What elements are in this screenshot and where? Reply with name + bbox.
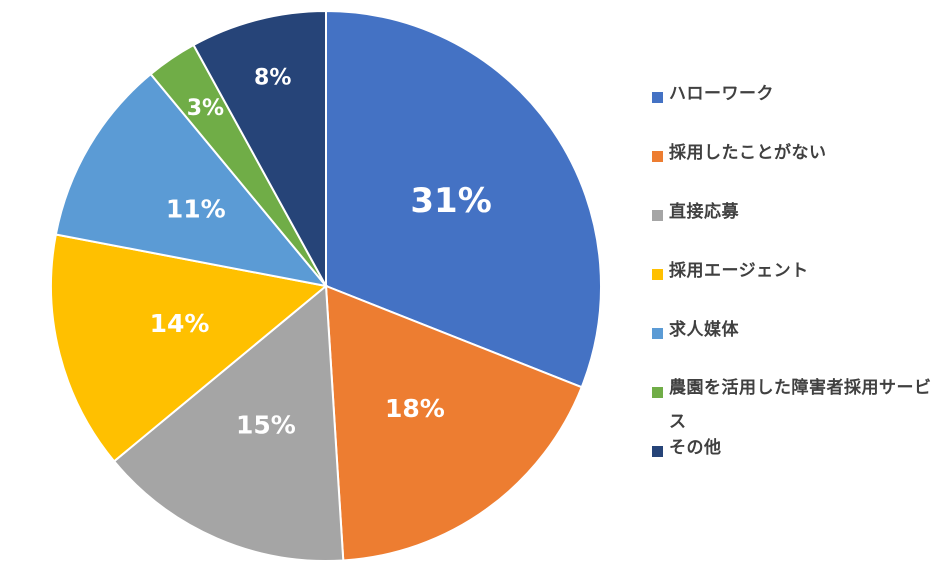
- legend-swatch: [652, 151, 663, 162]
- legend-item-6: その他: [652, 432, 937, 491]
- legend-item-0: ハローワーク: [652, 78, 937, 137]
- slice-label-1: 18%: [385, 394, 445, 423]
- legend-label: 採用エージェント: [669, 261, 809, 281]
- slice-label-4: 11%: [166, 195, 226, 224]
- legend-swatch: [652, 328, 663, 339]
- pie-slice-1: [324, 284, 583, 562]
- legend-item-3: 採用エージェント: [652, 255, 937, 314]
- pie-slice-4: [54, 72, 329, 288]
- legend-label: 採用したことがない: [669, 143, 827, 163]
- slice-label-3: 14%: [150, 309, 210, 338]
- pie-slice-2: [112, 283, 345, 562]
- slice-label-6: 8%: [254, 66, 291, 91]
- pie-slice-6: [192, 9, 327, 287]
- legend-label: 農園を活用した障害者採用サービス: [669, 378, 932, 432]
- slice-label-0: 31%: [410, 181, 491, 221]
- slice-label-5: 3%: [187, 96, 224, 121]
- pie-slice-0: [325, 9, 602, 389]
- legend-swatch: [652, 446, 663, 457]
- legend-label: 直接応募: [669, 202, 739, 222]
- legend-swatch: [652, 210, 663, 221]
- legend: ハローワーク採用したことがない 直接応募採用エージェント 求人媒体農園を活用した障害…: [652, 78, 937, 491]
- legend-swatch: [652, 92, 663, 103]
- pie-slice-3: [50, 233, 329, 463]
- legend-item-1: 採用したことがない: [652, 137, 937, 196]
- slice-label-2: 15%: [236, 410, 296, 439]
- legend-swatch: [652, 387, 663, 398]
- legend-label: ハローワーク: [669, 84, 774, 104]
- legend-item-5: 農園を活用した障害者採用サービス: [652, 373, 937, 432]
- legend-label: その他: [669, 438, 722, 458]
- legend-item-4: 求人媒体: [652, 314, 937, 373]
- legend-label: 求人媒体: [669, 320, 739, 340]
- legend-item-2: 直接応募: [652, 196, 937, 255]
- legend-swatch: [652, 269, 663, 280]
